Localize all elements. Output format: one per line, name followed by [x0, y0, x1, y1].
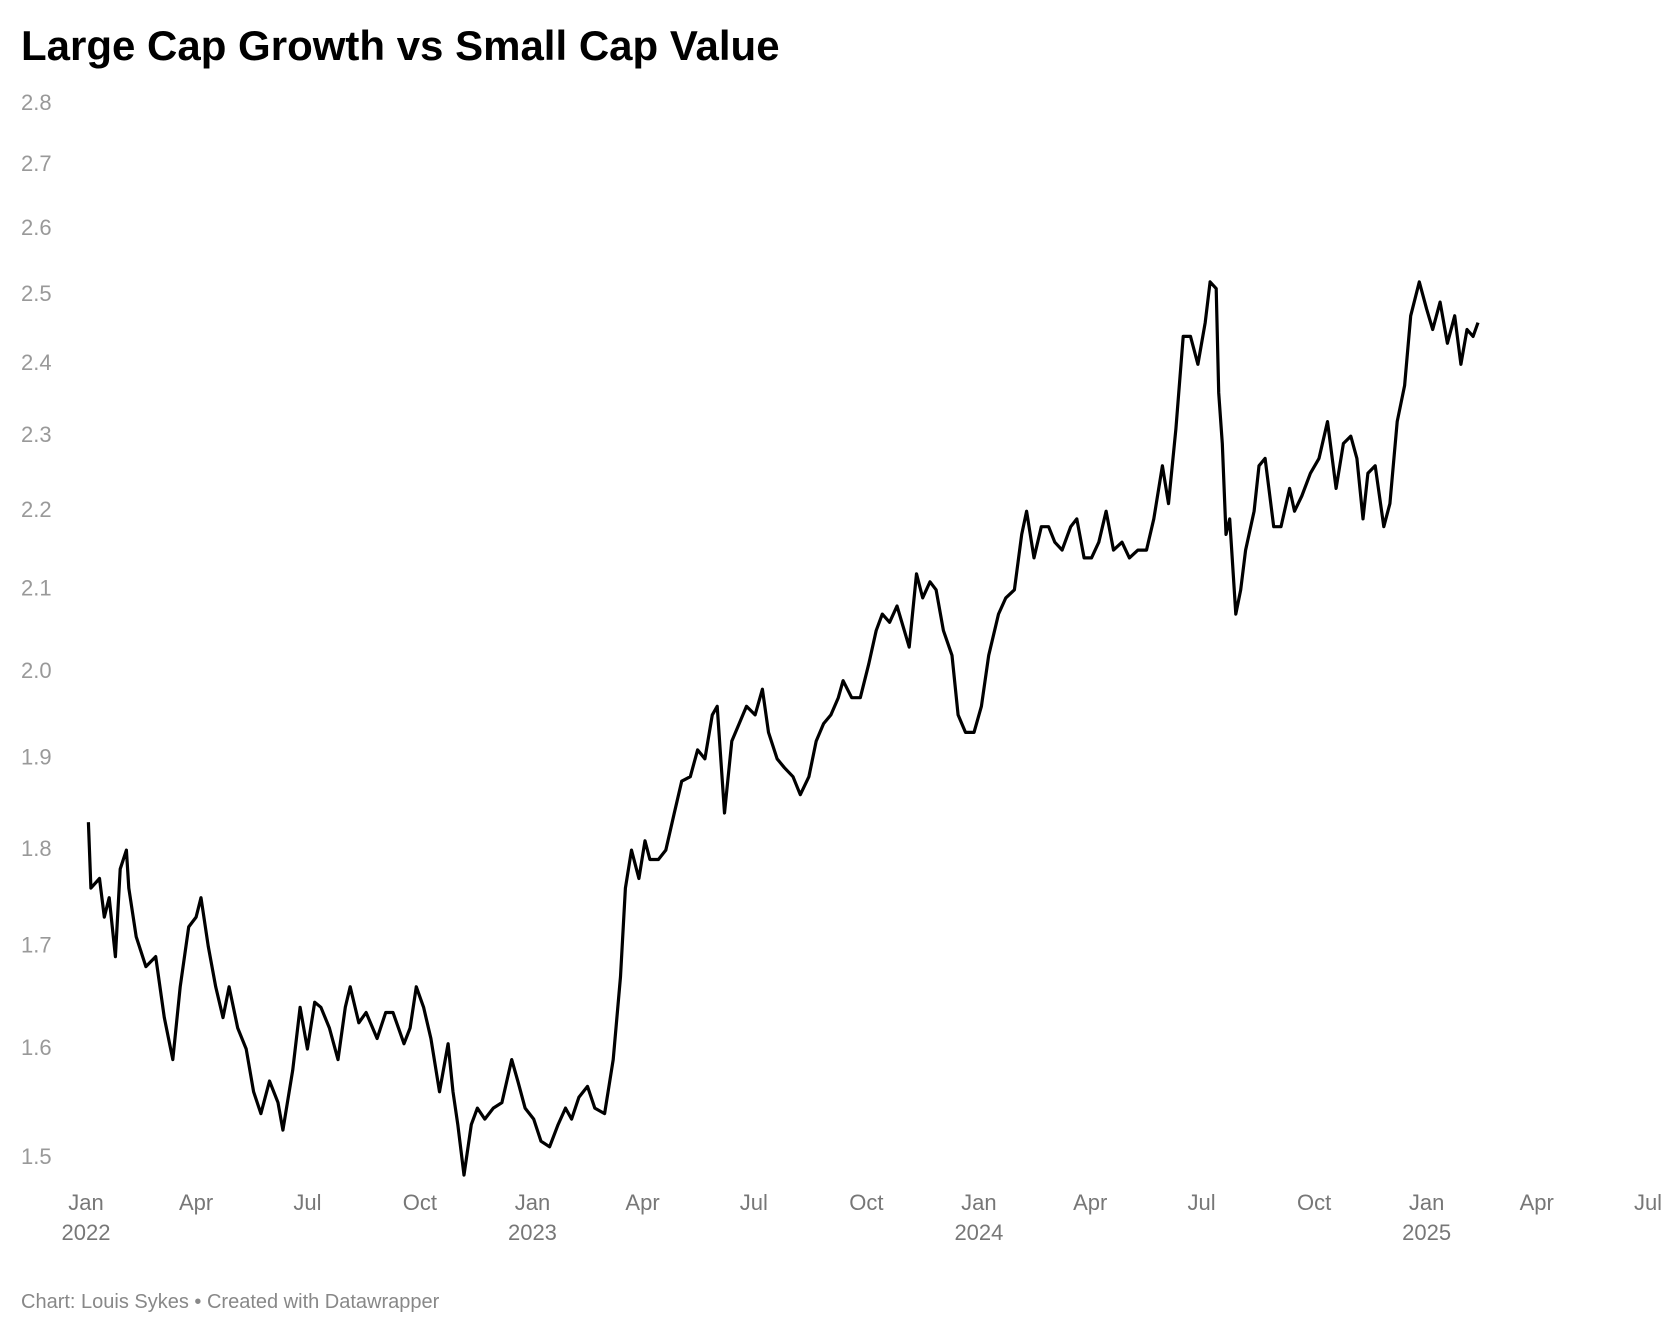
- y-tick-label: 2.2: [21, 497, 52, 522]
- x-tick-label: Oct: [403, 1190, 437, 1215]
- x-tick-label: Oct: [1297, 1190, 1331, 1215]
- x-tick-label-part: Jul: [293, 1190, 321, 1215]
- x-tick-label-part: Oct: [1297, 1190, 1331, 1215]
- x-tick-label: Jul: [1634, 1190, 1662, 1215]
- x-tick-label: Jan 2024: [954, 1190, 1003, 1245]
- x-tick-label: Apr: [1073, 1190, 1107, 1215]
- chart-title: Large Cap Growth vs Small Cap Value: [21, 22, 780, 69]
- x-tick-label: Jan 2025: [1402, 1190, 1451, 1245]
- x-tick-label: Jan 2022: [62, 1190, 111, 1245]
- x-tick-label: Apr: [179, 1190, 213, 1215]
- x-tick-label-part: Apr: [1520, 1190, 1554, 1215]
- x-tick-label-part: 2023: [508, 1220, 557, 1245]
- x-tick-label-part: Oct: [849, 1190, 883, 1215]
- x-tick-label: Jul: [293, 1190, 321, 1215]
- y-tick-label: 2.6: [21, 215, 52, 240]
- x-tick-label-part: Jul: [740, 1190, 768, 1215]
- x-tick-label: Jul: [740, 1190, 768, 1215]
- x-tick-label-part: Apr: [1073, 1190, 1107, 1215]
- x-tick-label: Apr: [625, 1190, 659, 1215]
- x-tick-label-part: Jul: [1634, 1190, 1662, 1215]
- data-line: [86, 280, 1480, 1177]
- x-tick-label-part: Jan: [515, 1190, 550, 1215]
- x-tick-label-part: 2025: [1402, 1220, 1451, 1245]
- y-tick-label: 1.5: [21, 1144, 52, 1169]
- x-tick-label-part: Jan: [961, 1190, 996, 1215]
- y-tick-label: 2.3: [21, 422, 52, 447]
- x-tick-label-part: Oct: [403, 1190, 437, 1215]
- x-tick-label: Jan 2023: [508, 1190, 557, 1245]
- x-tick-label-part: Jul: [1187, 1190, 1215, 1215]
- footer: Chart: Louis Sykes • Created with Datawr…: [21, 1291, 440, 1313]
- x-tick-label-part: Jan: [1409, 1190, 1444, 1215]
- y-tick-label: 2.1: [21, 576, 52, 601]
- y-tick-label: 2.0: [21, 658, 52, 683]
- x-tick-label-part: 2024: [954, 1220, 1003, 1245]
- x-tick-label-part: Apr: [625, 1190, 659, 1215]
- x-tick-label-part: Jan: [68, 1190, 103, 1215]
- y-tick-label: 2.8: [21, 90, 52, 115]
- x-tick-label: Oct: [849, 1190, 883, 1215]
- x-tick-label-part: Apr: [179, 1190, 213, 1215]
- x-tick-label-part: 2022: [62, 1220, 111, 1245]
- y-tick-label: 1.8: [21, 836, 52, 861]
- y-tick-label: 2.5: [21, 281, 52, 306]
- x-tick-label: Jul: [1187, 1190, 1215, 1215]
- y-tick-label: 1.6: [21, 1035, 52, 1060]
- y-tick-label: 1.7: [21, 932, 52, 957]
- y-tick-label: 2.7: [21, 151, 52, 176]
- x-tick-label: Apr: [1520, 1190, 1554, 1215]
- y-tick-label: 2.4: [21, 350, 52, 375]
- y-tick-label: 1.9: [21, 745, 52, 770]
